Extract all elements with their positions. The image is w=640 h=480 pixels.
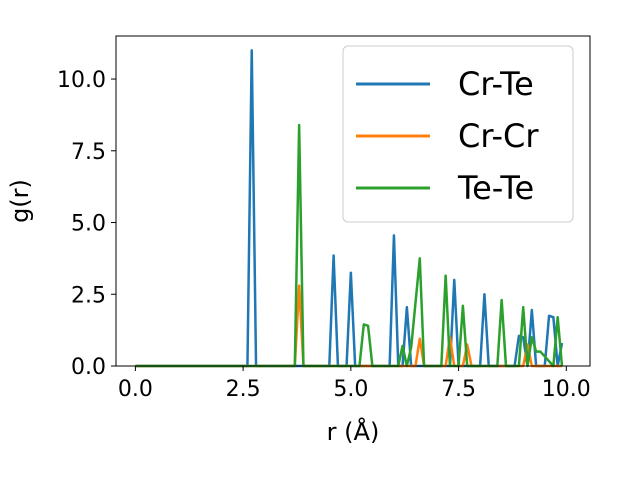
series-line-te-te [135,123,564,368]
x-axis-label: r (Å) [327,417,380,446]
legend-label-te-te: Te-Te [457,169,534,207]
legend: Cr-Te Cr-Cr Te-Te [342,45,574,223]
x-tick-label: 2.5 [226,377,261,402]
series-line-cr-te [135,49,564,368]
series-layer [135,49,564,368]
legend-label-cr-te: Cr-Te [458,65,534,103]
y-axis: 0.0 2.5 5.0 7.5 10.0 [57,68,116,380]
x-axis: 0.0 2.5 5.0 7.5 10.0 [118,366,591,402]
plot-frame [115,35,591,367]
y-tick-label: 5.0 [71,212,106,237]
legend-label-cr-cr: Cr-Cr [458,117,539,155]
legend-box [342,45,574,223]
y-tick-label: 10.0 [57,68,106,93]
y-tick-label: 7.5 [71,140,106,165]
y-tick-label: 0.0 [71,355,106,380]
y-tick-label: 2.5 [71,283,106,308]
x-tick-label: 0.0 [118,377,153,402]
y-axis-label: g(r) [6,179,34,223]
x-tick-label: 10.0 [542,377,591,402]
x-tick-label: 5.0 [333,377,368,402]
x-tick-label: 7.5 [441,377,476,402]
